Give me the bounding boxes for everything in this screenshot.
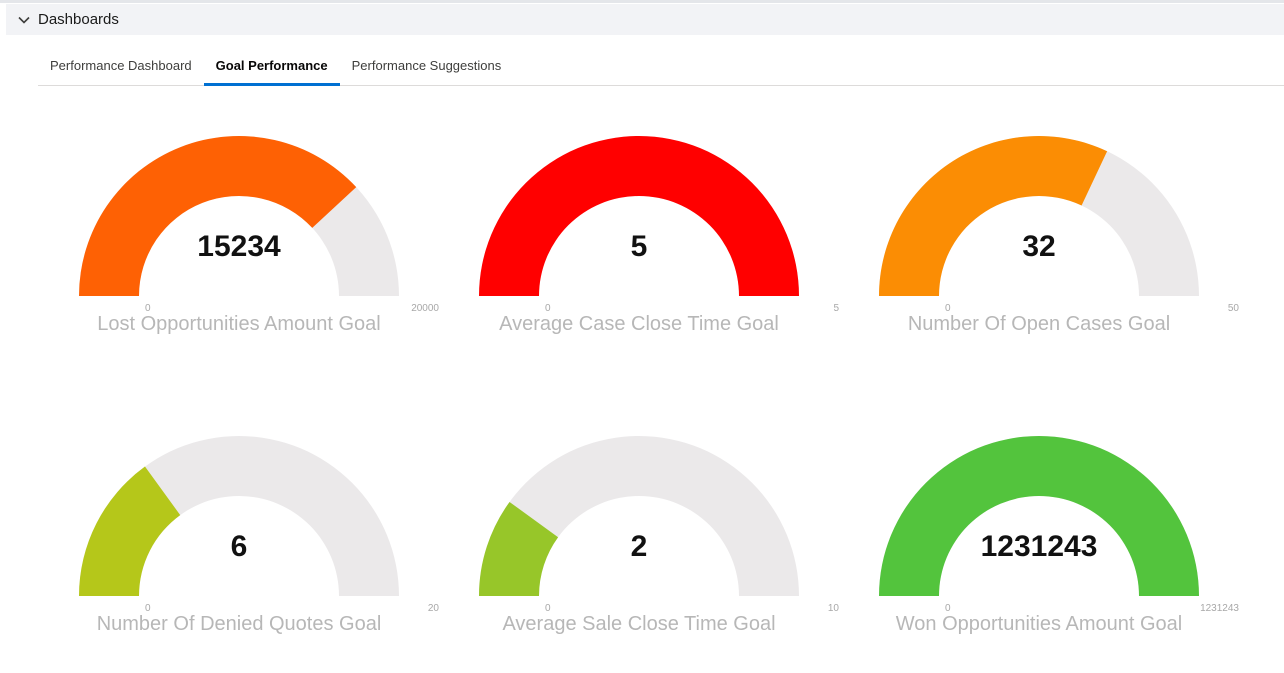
- gauge-min-label: 0: [545, 303, 551, 314]
- gauge-track: [79, 436, 399, 596]
- gauge-min-label: 0: [945, 603, 951, 614]
- gauge-fill: [879, 135, 1108, 296]
- gauge-svg: [79, 436, 399, 596]
- gauge-min-label: 0: [145, 303, 151, 314]
- gauge-svg: [479, 136, 799, 296]
- tab-performance-suggestions[interactable]: Performance Suggestions: [351, 58, 502, 73]
- gauge-value: 6: [230, 530, 248, 563]
- section-title: Dashboards: [38, 11, 119, 28]
- gauge-title: Average Case Close Time Goal: [499, 313, 779, 335]
- tab-performance-dashboard[interactable]: Performance Dashboard: [50, 58, 192, 73]
- top-border: [0, 0, 1284, 3]
- gauge-title: Number Of Open Cases Goal: [907, 313, 1171, 335]
- gauge-average-sale-close-time: 2 0 10 Average Sale Close Time Goal: [439, 400, 839, 635]
- gauge-svg: [479, 436, 799, 596]
- gauge-max-label: 5: [833, 303, 839, 314]
- gauge-min-label: 0: [145, 603, 151, 614]
- tab-bar: Performance Dashboard Goal Performance P…: [38, 46, 1284, 86]
- gauge-value: 15234: [197, 230, 281, 263]
- gauge-fill: [879, 436, 1199, 596]
- gauge-title: Average Sale Close Time Goal: [502, 613, 776, 635]
- gauge-title: Lost Opportunities Amount Goal: [97, 313, 381, 335]
- gauge-title: Number Of Denied Quotes Goal: [96, 613, 382, 635]
- dashboards-section-header[interactable]: Dashboards: [6, 4, 1284, 35]
- gauge-average-case-close-time: 5 0 5 Average Case Close Time Goal: [439, 100, 839, 335]
- gauge-title: Won Opportunities Amount Goal: [895, 613, 1183, 635]
- chevron-down-icon[interactable]: [17, 13, 31, 27]
- gauge-fill: [79, 136, 357, 296]
- gauge-max-label: 10: [827, 603, 839, 614]
- gauge-svg: [879, 135, 1199, 296]
- tab-goal-performance[interactable]: Goal Performance: [203, 46, 340, 86]
- gauge-min-label: 0: [945, 303, 951, 314]
- gauge-number-of-open-cases: 32 0 50 Number Of Open Cases Goal: [839, 100, 1239, 335]
- gauge-max-label: 50: [1227, 303, 1239, 314]
- gauge-svg: [79, 136, 399, 296]
- gauge-min-label: 0: [545, 603, 551, 614]
- gauge-max-label: 1231243: [1200, 603, 1239, 614]
- gauge-value: 1231243: [980, 530, 1098, 563]
- gauge-value: 32: [1022, 230, 1056, 263]
- gauge-number-of-denied-quotes: 6 0 20 Number Of Denied Quotes Goal: [39, 400, 439, 635]
- gauge-fill: [479, 501, 559, 596]
- gauge-max-label: 20: [427, 603, 439, 614]
- gauge-svg: [879, 436, 1199, 596]
- gauge-fill: [79, 466, 181, 596]
- gauge-won-opportunities-amount: 1231243 0 1231243 Won Opportunities Amou…: [839, 400, 1239, 635]
- gauge-fill: [479, 136, 799, 296]
- gauge-value: 2: [630, 530, 648, 563]
- gauge-lost-opportunities-amount: 15234 0 20000 Lost Opportunities Amount …: [39, 100, 439, 335]
- gauge-value: 5: [630, 230, 648, 263]
- gauge-track: [479, 436, 799, 596]
- gauge-max-label: 20000: [411, 303, 439, 314]
